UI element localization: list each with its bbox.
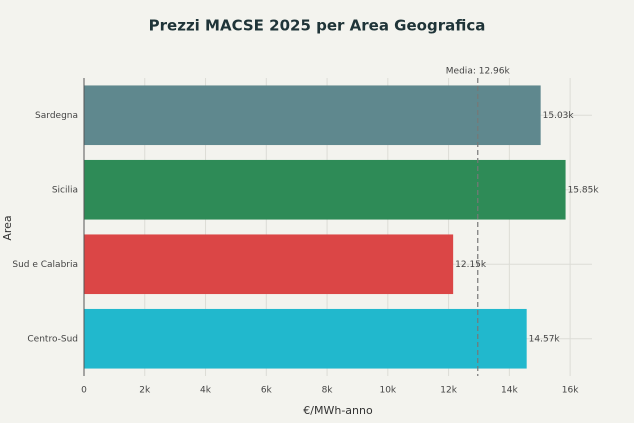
x-axis-title: €/MWh-anno — [303, 404, 373, 417]
bar — [84, 159, 566, 220]
bar — [84, 85, 541, 146]
x-tick-label: 8k — [322, 386, 334, 396]
x-tick-label: 6k — [261, 386, 273, 396]
value-label: 15.85k — [568, 185, 600, 195]
x-tick-label: 10k — [379, 386, 396, 396]
x-tick-label: 4k — [200, 386, 212, 396]
x-tick-label: 14k — [501, 386, 518, 396]
mean-label: Media: 12.96k — [446, 67, 511, 77]
y-tick-label: Sud e Calabria — [12, 260, 78, 270]
value-label: 15.03k — [543, 111, 575, 121]
bar — [84, 234, 454, 295]
y-tick-label: Centro-Sud — [27, 334, 78, 344]
x-tick-label: 12k — [440, 386, 457, 396]
value-label: 12.15k — [455, 260, 487, 270]
value-label: 14.57k — [529, 334, 561, 344]
y-tick-label: Sardegna — [35, 111, 78, 121]
x-tick-label: 2k — [139, 386, 151, 396]
x-tick-label: 16k — [562, 386, 579, 396]
bar — [84, 308, 527, 369]
chart-title: Prezzi MACSE 2025 per Area Geografica — [149, 17, 486, 35]
y-axis-title: Area — [1, 215, 14, 240]
x-tick-label: 0 — [81, 386, 87, 396]
y-tick-label: Sicilia — [52, 185, 78, 195]
